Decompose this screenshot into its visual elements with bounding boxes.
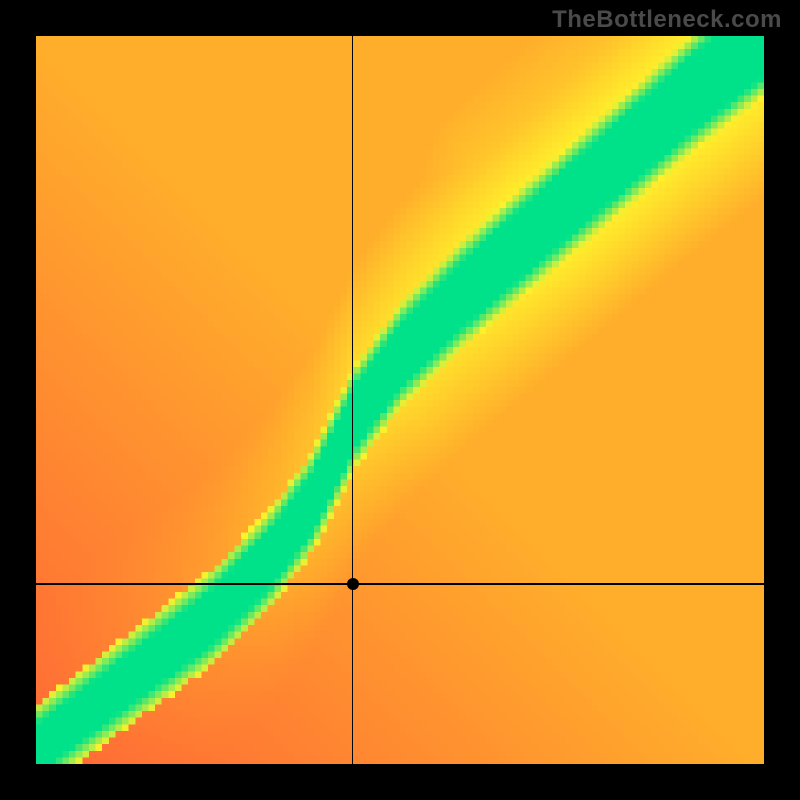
watermark-text: TheBottleneck.com [552, 6, 782, 34]
heatmap-canvas [36, 36, 764, 764]
heatmap-plot [36, 36, 764, 764]
chart-frame: TheBottleneck.com [0, 0, 800, 800]
